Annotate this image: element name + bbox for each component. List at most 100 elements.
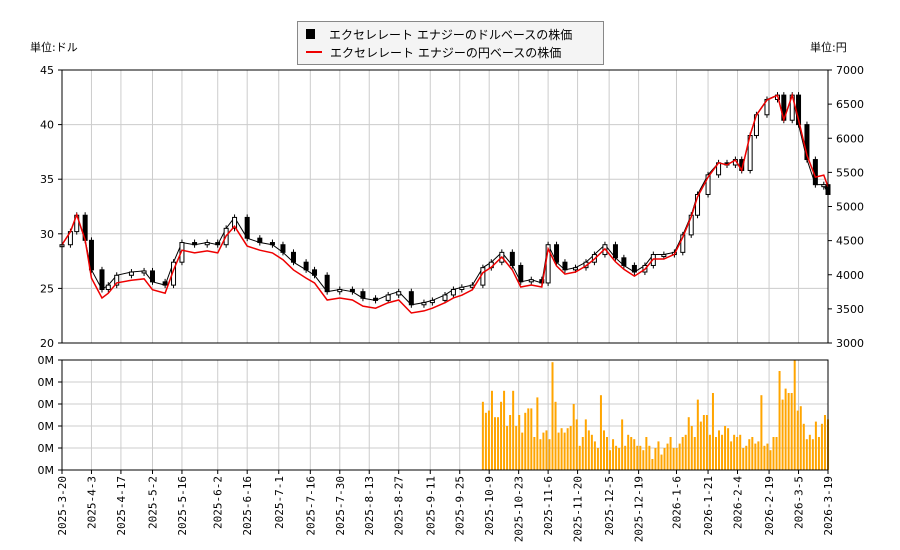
- usd-candle: [509, 251, 515, 266]
- volume-bar: [587, 430, 590, 470]
- volume-bar: [678, 443, 681, 470]
- volume-bar: [721, 434, 724, 470]
- volume-y-tick-label: 0M: [38, 376, 55, 389]
- right-y-tick-label: 5500: [836, 166, 864, 179]
- volume-bar: [817, 437, 820, 470]
- usd-candle: [162, 281, 168, 286]
- volume-bar: [808, 434, 811, 470]
- usd-candle: [88, 239, 94, 271]
- volume-bar: [805, 439, 808, 470]
- volume-bar: [539, 439, 542, 470]
- volume-bar: [690, 426, 693, 470]
- volume-bar: [672, 448, 675, 470]
- volume-bar: [696, 399, 699, 470]
- usd-candle: [232, 216, 238, 229]
- x-tick-label: 2025-9-11: [424, 476, 437, 536]
- volume-bar: [793, 360, 796, 470]
- volume-bar: [681, 437, 684, 470]
- usd-candle: [612, 244, 618, 259]
- right-unit-label: 単位:円: [810, 41, 847, 54]
- x-tick-label: 2025-3-20: [56, 476, 69, 536]
- volume-bar: [509, 415, 512, 470]
- volume-bar: [602, 430, 605, 470]
- volume-bar: [557, 432, 560, 470]
- usd-candle: [324, 274, 330, 293]
- volume-bar: [503, 390, 506, 470]
- volume-bar: [730, 441, 733, 470]
- volume-bar: [630, 437, 633, 470]
- volume-bar: [521, 432, 524, 470]
- price-plot-frame: [61, 69, 829, 344]
- volume-bar: [484, 412, 487, 470]
- volume-bar: [711, 393, 714, 470]
- volume-bar: [497, 417, 500, 470]
- usd-candle: [337, 288, 343, 293]
- volume-bar: [487, 410, 490, 470]
- volume-bar: [612, 439, 615, 470]
- usd-candle: [99, 269, 105, 290]
- volume-bar: [572, 404, 575, 470]
- volume-bar: [493, 417, 496, 470]
- usd-candle: [554, 244, 560, 263]
- volume-bar: [724, 426, 727, 470]
- usd-candle: [421, 302, 427, 306]
- volume-bar: [751, 437, 754, 470]
- volume-bar: [530, 408, 533, 470]
- volume-bar: [648, 445, 651, 470]
- volume-bar: [684, 434, 687, 470]
- volume-bar: [627, 434, 630, 470]
- volume-bar: [566, 428, 569, 470]
- volume-bar: [578, 445, 581, 470]
- right-y-tick-label: 7000: [836, 64, 864, 77]
- right-y-tick-label: 3000: [836, 337, 864, 350]
- legend-label-usd: エクセレレート エナジーのドルベースの株価: [329, 27, 573, 42]
- volume-bar: [563, 432, 566, 470]
- usd-candle: [360, 291, 366, 299]
- x-tick-label: 2025-9-25: [454, 476, 467, 536]
- volume-bar: [772, 437, 775, 470]
- volume-bar: [636, 445, 639, 470]
- right-y-tick-label: 4000: [836, 269, 864, 282]
- volume-bar: [639, 445, 642, 470]
- volume-bar: [560, 428, 563, 470]
- volume-bar: [714, 437, 717, 470]
- volume-bar: [606, 437, 609, 470]
- usd-candle: [705, 174, 711, 195]
- right-y-tick-label: 5000: [836, 201, 864, 214]
- x-tick-label: 2025-6-16: [241, 476, 254, 536]
- x-tick-label: 2025-10-9: [483, 476, 496, 536]
- volume-plot-frame: [61, 359, 829, 471]
- volume-bar: [633, 439, 636, 470]
- volume-bar: [757, 441, 760, 470]
- usd-candle: [149, 270, 155, 283]
- usd-candle: [442, 294, 448, 301]
- usd-candle: [290, 251, 296, 263]
- volume-bar: [702, 415, 705, 470]
- usd-candle: [179, 242, 185, 263]
- usd-candle: [385, 294, 391, 301]
- usd-candle: [804, 124, 810, 161]
- volume-bar: [524, 412, 527, 470]
- volume-bar: [533, 437, 536, 470]
- volume-bar: [590, 434, 593, 470]
- volume-bar: [790, 393, 793, 470]
- volume-bar: [760, 395, 763, 470]
- usd-candle: [105, 284, 111, 290]
- x-tick-label: 2025-7-16: [304, 476, 317, 536]
- usd-candle: [215, 242, 221, 246]
- volume-bar: [745, 445, 748, 470]
- usd-candle: [518, 264, 524, 283]
- volume-bar: [481, 401, 484, 470]
- volume-bar: [814, 421, 817, 470]
- right-y-tick-label: 4500: [836, 235, 864, 248]
- volume-bar: [527, 408, 530, 470]
- volume-bar: [669, 437, 672, 470]
- volume-bar: [699, 421, 702, 470]
- volume-bar: [512, 390, 515, 470]
- usd-candle: [572, 267, 578, 271]
- volume-bar: [687, 417, 690, 470]
- volume-bar: [736, 437, 739, 470]
- volume-bar: [675, 448, 678, 470]
- volume-bar: [754, 443, 757, 470]
- volume-y-tick-label: 0M: [38, 420, 55, 433]
